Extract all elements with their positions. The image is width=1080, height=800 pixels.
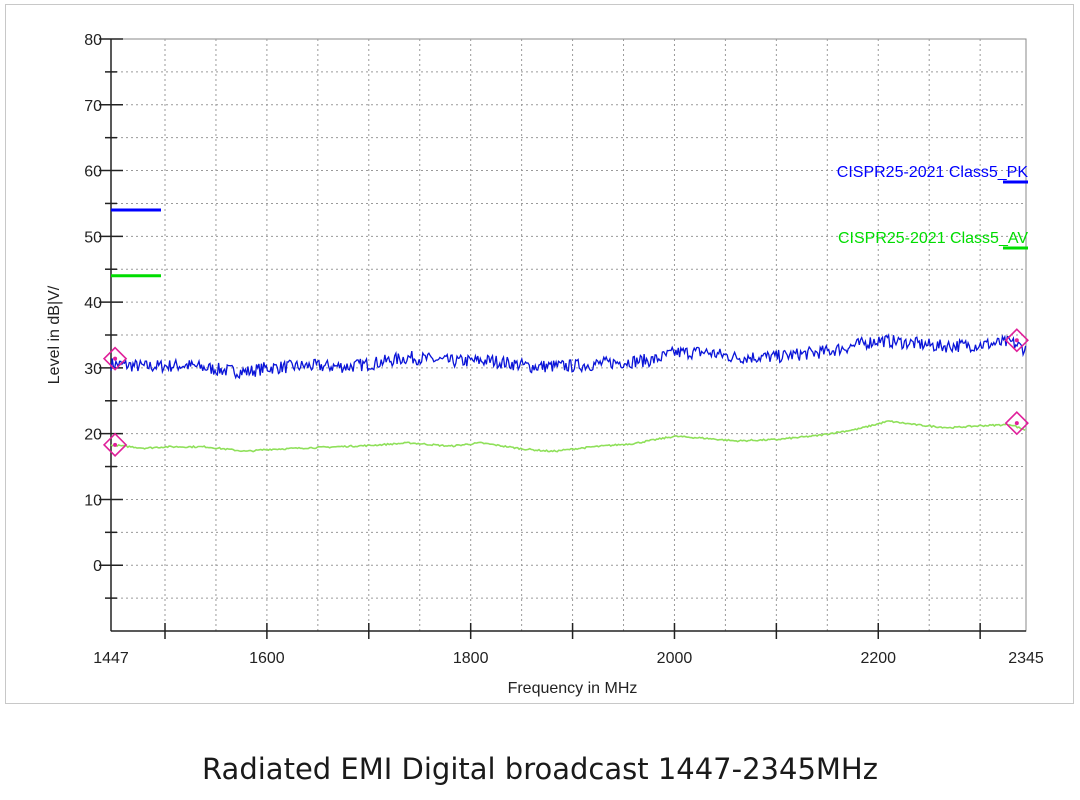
y-tick-label: 80: [84, 32, 102, 49]
emi-chart: 0 10 20 30 40 50 60 70 80 1447 1600 1800 2000 2200 234…: [46, 32, 1044, 697]
x-tick-label: 2345: [1008, 650, 1044, 667]
chart-frame: 0 10 20 30 40 50 60 70 80 1447 1600 1800 2000 2200 234…: [5, 4, 1074, 704]
peak-marker-dot: [1014, 421, 1019, 426]
grid-lines: [111, 39, 1026, 631]
x-tick-label: 1800: [453, 650, 489, 667]
y-tick-label: 60: [84, 164, 102, 181]
data-series-line: [110, 333, 1027, 380]
peak-marker: [1004, 328, 1029, 353]
x-tick-label: 2200: [860, 650, 896, 667]
y-tick-label: 30: [84, 361, 102, 378]
y-tick-label: 10: [84, 492, 102, 509]
peak-marker-dot: [113, 442, 118, 447]
chart-caption: Radiated EMI Digital broadcast 1447-2345…: [202, 752, 878, 786]
y-tick-label: 0: [93, 558, 102, 575]
y-tick-label: 20: [84, 427, 102, 444]
peak-marker: [102, 432, 128, 457]
y-tick-label: 40: [84, 295, 102, 312]
y-tick-label: 50: [84, 229, 102, 246]
x-axis-title: Frequency in MHz: [508, 680, 638, 697]
x-tick-label: 1447: [93, 650, 129, 667]
data-series-line: [110, 420, 1026, 453]
legend-entry-label: CISPR25-2021 Class5_PK: [837, 164, 1029, 181]
peak-marker: [102, 346, 128, 371]
y-tick-label: 70: [84, 98, 102, 115]
y-axis-title: Level in dB|V/: [46, 285, 63, 384]
peak-marker-dot: [1014, 338, 1019, 343]
peak-marker: [1004, 411, 1029, 436]
x-tick-label: 2000: [657, 650, 693, 667]
peak-marker-dot: [113, 356, 118, 361]
legend-entry-label: CISPR25-2021 Class5_AV: [838, 230, 1028, 247]
x-tick-label: 1600: [249, 650, 285, 667]
